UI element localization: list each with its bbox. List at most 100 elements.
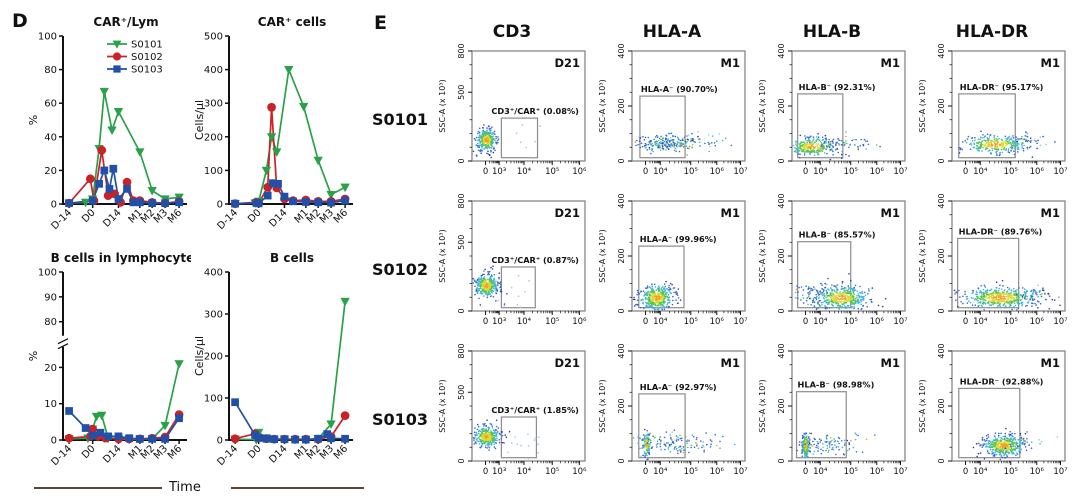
- svg-text:Cells/μl: Cells/μl: [193, 336, 206, 376]
- svg-text:500: 500: [457, 85, 466, 100]
- svg-text:10⁶: 10⁶: [870, 317, 885, 327]
- svg-text:10⁴: 10⁴: [653, 317, 668, 327]
- svg-text:SSC-A (x 10³): SSC-A (x 10³): [758, 379, 767, 432]
- flow-plot-s0102-cd3: SSC-A (x 10³) 0 500 800 0 10³ 10⁴ 10⁵ 10⁶ D21 CD3⁺…: [432, 193, 592, 344]
- svg-text:D14: D14: [267, 443, 289, 465]
- svg-text:200: 200: [204, 352, 223, 363]
- svg-text:0: 0: [777, 458, 786, 463]
- svg-text:10⁶: 10⁶: [870, 467, 885, 477]
- column-header-hla-a: HLA-A: [642, 22, 702, 42]
- svg-text:Cells/μl: Cells/μl: [193, 100, 206, 140]
- svg-text:400: 400: [617, 44, 626, 59]
- svg-text:0: 0: [457, 158, 466, 163]
- svg-text:SSC-A (x 10³): SSC-A (x 10³): [438, 379, 447, 432]
- svg-text:CD3⁺/CAR⁺ (0.87%): CD3⁺/CAR⁺ (0.87%): [491, 255, 579, 265]
- svg-text:200: 200: [937, 398, 946, 413]
- svg-text:D0: D0: [246, 443, 264, 461]
- flow-plot-s0101-hla-b: SSC-A (x 10³) 0 200 400 0 10⁴ 10⁵ 10⁶ 10⁷ M1 HLA-B…: [752, 43, 912, 194]
- svg-text:M1: M1: [881, 356, 900, 370]
- svg-text:10⁴: 10⁴: [517, 167, 532, 177]
- svg-text:0: 0: [937, 458, 946, 463]
- svg-text:SSC-A (x 10³): SSC-A (x 10³): [758, 229, 767, 282]
- svg-text:10: 10: [44, 399, 57, 410]
- flow-plot-s0103-hla-a-svg: SSC-A (x 10³) 0 200 400 0 10⁴ 10⁵ 10⁶ 10⁷ M1 HLA-A…: [598, 343, 748, 477]
- flow-plot-s0103-hla-dr: SSC-A (x 10³) 0 200 400 0 10⁴ 10⁵ 10⁶ 10⁷ M1 HLA-D…: [912, 343, 1072, 494]
- svg-text:100: 100: [204, 166, 223, 177]
- time-axis: Time: [34, 481, 364, 495]
- flow-plot-s0102-hla-a-svg: SSC-A (x 10³) 0 200 400 0 10⁴ 10⁵ 10⁶ 10⁷ M1 HLA-A…: [598, 193, 748, 327]
- svg-text:HLA-B⁻ (85.57%): HLA-B⁻ (85.57%): [799, 230, 876, 240]
- svg-text:0: 0: [777, 158, 786, 163]
- svg-text:%: %: [27, 115, 40, 125]
- svg-text:800: 800: [457, 344, 466, 359]
- flow-plot-s0103-hla-b-svg: SSC-A (x 10³) 0 200 400 0 10⁴ 10⁵ 10⁶ 10⁷ M1 HLA-B…: [758, 343, 908, 477]
- svg-text:0: 0: [457, 458, 466, 463]
- flow-plot-s0102-hla-a: SSC-A (x 10³) 0 200 400 0 10⁴ 10⁵ 10⁶ 10⁷ M1 HLA-A…: [592, 193, 752, 344]
- svg-text:D14: D14: [101, 207, 123, 229]
- svg-text:0: 0: [483, 317, 488, 327]
- svg-text:80: 80: [44, 317, 57, 328]
- svg-text:M6: M6: [166, 207, 184, 225]
- svg-text:S0103: S0103: [131, 65, 163, 76]
- svg-text:10⁷: 10⁷: [1053, 317, 1068, 327]
- flow-plot-s0101-hla-a-svg: SSC-A (x 10³) 0 200 400 0 10⁴ 10⁵ 10⁶ 10⁷ M1 HLA-A…: [598, 43, 748, 177]
- svg-text:0: 0: [963, 467, 968, 477]
- svg-text:10⁵: 10⁵: [1004, 317, 1018, 327]
- row-label-s0102: S0102: [371, 259, 429, 279]
- svg-text:40: 40: [44, 132, 57, 143]
- svg-text:0: 0: [51, 200, 57, 211]
- svg-text:10⁷: 10⁷: [733, 467, 748, 477]
- svg-text:10⁵: 10⁵: [545, 167, 559, 177]
- svg-text:M1: M1: [721, 356, 740, 370]
- svg-text:60: 60: [44, 99, 57, 110]
- svg-text:10⁷: 10⁷: [1053, 467, 1068, 477]
- svg-text:HLA-B⁻ (92.31%): HLA-B⁻ (92.31%): [799, 82, 876, 92]
- svg-text:10⁵: 10⁵: [545, 317, 559, 327]
- svg-text:10⁶: 10⁶: [1030, 467, 1045, 477]
- svg-text:M1: M1: [1041, 56, 1060, 70]
- svg-text:0: 0: [937, 308, 946, 313]
- svg-text:M1: M1: [1041, 206, 1060, 220]
- flow-plot-s0101-hla-a: SSC-A (x 10³) 0 200 400 0 10⁴ 10⁵ 10⁶ 10⁷ M1 HLA-A…: [592, 43, 752, 194]
- svg-text:D21: D21: [554, 56, 580, 70]
- svg-text:400: 400: [937, 44, 946, 59]
- chart-car-cells: CAR⁺ cells Cells/μl 0 100 200 300 400 500 D-14 D0…: [193, 15, 353, 232]
- svg-text:10⁵: 10⁵: [844, 167, 858, 177]
- svg-text:0: 0: [963, 167, 968, 177]
- svg-text:10⁴: 10⁴: [517, 317, 532, 327]
- svg-text:S0101: S0101: [131, 40, 163, 51]
- flow-plot-s0102-cd3-svg: SSC-A (x 10³) 0 500 800 0 10³ 10⁴ 10⁵ 10⁶ D21 CD3⁺…: [438, 193, 587, 327]
- flow-plot-s0102-hla-b-svg: SSC-A (x 10³) 0 200 400 0 10⁴ 10⁵ 10⁶ 10⁷ M1 HLA-B…: [758, 193, 908, 327]
- svg-text:10⁵: 10⁵: [844, 317, 858, 327]
- svg-text:800: 800: [457, 44, 466, 59]
- svg-text:400: 400: [777, 194, 786, 209]
- svg-text:10⁶: 10⁶: [572, 167, 587, 177]
- flow-plot-s0103-cd3: SSC-A (x 10³) 0 500 800 0 10³ 10⁴ 10⁵ 10⁶ D21 CD3⁺…: [432, 343, 592, 494]
- flow-plot-s0101-hla-dr-svg: SSC-A (x 10³) 0 200 400 0 10⁴ 10⁵ 10⁶ 10⁷ M1 HLA-D…: [918, 43, 1068, 177]
- svg-text:SSC-A (x 10³): SSC-A (x 10³): [918, 379, 927, 432]
- time-axis-line-right: [230, 487, 364, 489]
- svg-text:400: 400: [777, 344, 786, 359]
- svg-text:800: 800: [457, 194, 466, 209]
- svg-text:CAR⁺ cells: CAR⁺ cells: [258, 15, 326, 29]
- svg-text:HLA-A⁻ (90.70%): HLA-A⁻ (90.70%): [641, 84, 718, 94]
- svg-text:200: 200: [777, 248, 786, 263]
- svg-text:SSC-A (x 10³): SSC-A (x 10³): [598, 229, 607, 282]
- svg-text:CAR⁺/Lym: CAR⁺/Lym: [93, 15, 158, 29]
- panel-e-header-spacer: [368, 4, 432, 44]
- svg-text:M1: M1: [721, 206, 740, 220]
- svg-text:0: 0: [617, 158, 626, 163]
- flow-plot-s0102-hla-dr: SSC-A (x 10³) 0 200 400 0 10⁴ 10⁵ 10⁶ 10⁷ M1 HLA-D…: [912, 193, 1072, 344]
- svg-text:0: 0: [617, 308, 626, 313]
- time-axis-label: Time: [169, 480, 201, 495]
- svg-text:SSC-A (x 10³): SSC-A (x 10³): [918, 79, 927, 132]
- svg-text:10⁶: 10⁶: [1030, 317, 1045, 327]
- flow-plot-s0103-hla-b: SSC-A (x 10³) 0 200 400 0 10⁴ 10⁵ 10⁶ 10⁷ M1 HLA-B…: [752, 343, 912, 494]
- svg-text:300: 300: [204, 310, 223, 321]
- svg-text:10⁵: 10⁵: [684, 167, 698, 177]
- svg-text:200: 200: [777, 398, 786, 413]
- svg-text:M1: M1: [721, 56, 740, 70]
- svg-text:10⁴: 10⁴: [653, 467, 668, 477]
- svg-text:SSC-A (x 10³): SSC-A (x 10³): [758, 79, 767, 132]
